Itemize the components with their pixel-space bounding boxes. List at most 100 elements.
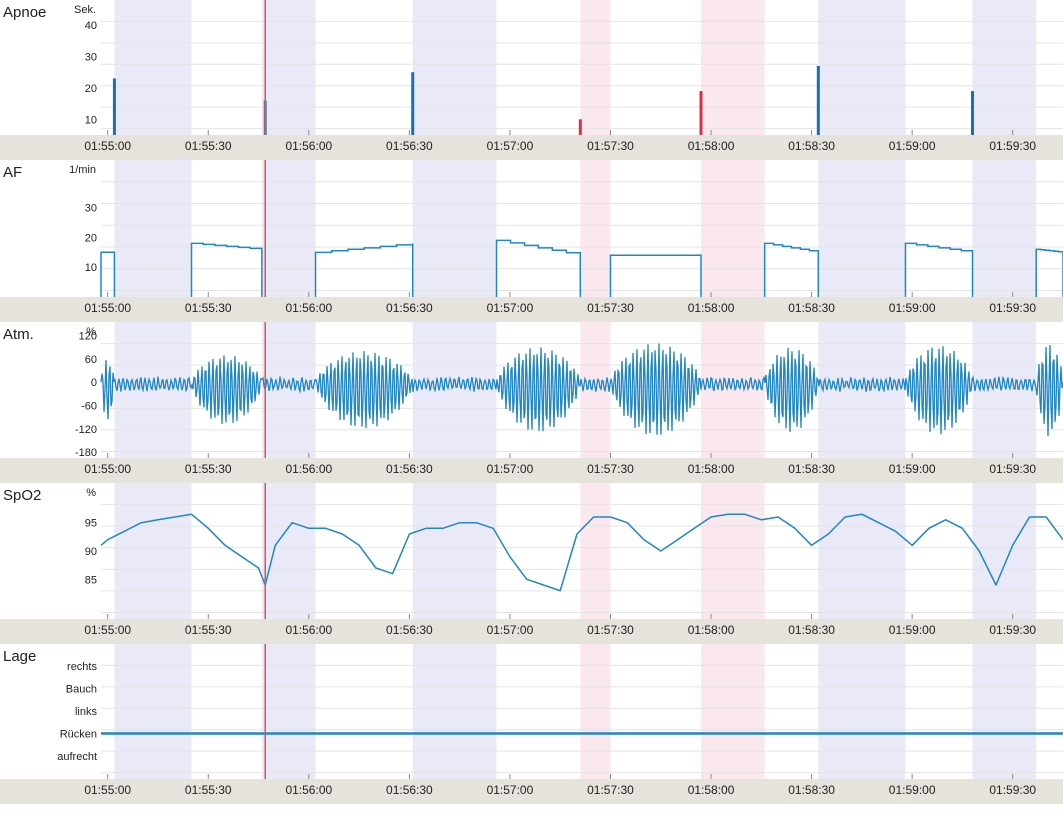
panel-title: Apnoe: [3, 4, 46, 21]
event-band-apnea: [261, 644, 316, 779]
x-tick-label: 01:59:30: [989, 783, 1036, 797]
event-band-apnea: [412, 160, 497, 297]
panel-apnoe: Apnoe Sek. 40 30 20 10 01:55:00 01:55:30 01:56:0…: [0, 0, 1063, 160]
event-band-desat: [580, 483, 611, 619]
y-tick-label: 40: [85, 20, 97, 32]
y-tick-label: 120: [79, 331, 97, 343]
position-label: Rücken: [60, 729, 97, 741]
x-tick-label: 01:57:30: [587, 462, 634, 476]
x-tick-label: 01:55:30: [185, 783, 232, 797]
y-tick-label: 85: [85, 574, 97, 586]
x-tick-label: 01:58:30: [788, 139, 835, 153]
event-band-apnea: [114, 160, 192, 297]
y-tick-label: 10: [85, 262, 97, 274]
apnea-event-bar: [411, 72, 415, 135]
x-tick-label: 01:57:30: [587, 301, 634, 315]
event-band-apnea: [972, 483, 1037, 619]
event-band-desat: [700, 160, 765, 297]
event-band-apnea: [818, 644, 906, 779]
event-band-apnea: [261, 322, 316, 458]
x-tick-label: 01:58:00: [688, 623, 735, 637]
y-tick-label: 20: [85, 83, 97, 95]
event-band-apnea: [818, 483, 906, 619]
x-tick-label: 01:57:30: [587, 139, 634, 153]
x-tick-label: 01:56:30: [386, 139, 433, 153]
y-tick-label: 95: [85, 518, 97, 530]
panel-title: Lage: [3, 648, 36, 665]
y-tick-label: 90: [85, 546, 97, 558]
position-label: aufrecht: [57, 751, 97, 763]
event-band-apnea: [818, 160, 906, 297]
unit-label: %: [86, 326, 96, 338]
event-band-apnea: [114, 644, 192, 779]
x-tick-label: 01:58:30: [788, 301, 835, 315]
event-band-apnea: [972, 322, 1037, 458]
af-segment: [100, 251, 116, 298]
event-band-desat: [700, 644, 765, 779]
x-tick-label: 01:57:30: [587, 623, 634, 637]
af-segment: [609, 254, 702, 298]
event-band-apnea: [972, 0, 1037, 135]
event-band-apnea: [972, 160, 1037, 297]
panel-title: SpO2: [3, 487, 41, 504]
event-band-desat: [700, 322, 765, 458]
x-tick-label: 01:55:30: [185, 139, 232, 153]
x-tick-label: 01:56:30: [386, 783, 433, 797]
x-tick-label: 01:59:00: [889, 139, 936, 153]
x-tick-label: 01:58:30: [788, 783, 835, 797]
x-tick-label: 01:55:30: [185, 301, 232, 315]
x-tick-label: 01:59:00: [889, 301, 936, 315]
event-band-apnea: [412, 0, 497, 135]
af-segment: [904, 242, 974, 298]
event-band-desat: [580, 644, 611, 779]
apnea-event-bar: [699, 91, 703, 135]
panel-title: AF: [3, 164, 22, 181]
x-tick-label: 01:55:30: [185, 623, 232, 637]
x-tick-label: 01:56:00: [285, 783, 332, 797]
x-tick-label: 01:55:00: [84, 301, 131, 315]
x-tick-label: 01:59:00: [889, 462, 936, 476]
event-band-apnea: [818, 322, 906, 458]
event-band-apnea: [412, 644, 497, 779]
respiration-trace: [100, 343, 1063, 437]
x-axis-strip: [0, 458, 1063, 483]
y-tick-label: 20: [85, 232, 97, 244]
panel-atm: Atm. %120 60 0 -60 -120 -180 01:55:00 01:55:30 01…: [0, 322, 1063, 483]
apnea-event-bar: [112, 78, 116, 135]
unit-label: %: [86, 487, 96, 499]
x-tick-label: 01:57:00: [487, 623, 534, 637]
x-tick-label: 01:59:30: [989, 462, 1036, 476]
panel-title: Atm.: [3, 326, 34, 343]
apnea-event-bar: [970, 91, 974, 135]
x-tick-label: 01:59:30: [989, 139, 1036, 153]
event-band-apnea: [412, 483, 497, 619]
event-band-desat: [700, 483, 765, 619]
x-tick-label: 01:57:30: [587, 783, 634, 797]
unit-label: Sek.: [74, 4, 96, 16]
apnea-event-bar: [578, 119, 582, 135]
x-tick-label: 01:57:00: [487, 139, 534, 153]
panel-af: AF 1/min 30 20 10 01:55:00 01:55:30 01:56:00 01:…: [0, 160, 1063, 322]
y-tick-label: 0: [91, 377, 97, 389]
event-band-apnea: [261, 483, 316, 619]
event-band-apnea: [114, 322, 192, 458]
event-band-desat: [580, 0, 611, 135]
x-tick-label: 01:56:30: [386, 301, 433, 315]
event-band-apnea: [818, 0, 906, 135]
event-band-apnea: [114, 483, 192, 619]
x-tick-label: 01:55:00: [84, 462, 131, 476]
y-tick-label: 60: [85, 354, 97, 366]
y-tick-label: 10: [85, 114, 97, 126]
x-tick-label: 01:55:00: [84, 623, 131, 637]
af-segment: [763, 242, 820, 298]
x-tick-label: 01:58:00: [688, 462, 735, 476]
event-band-desat: [700, 0, 765, 135]
x-tick-label: 01:58:00: [688, 139, 735, 153]
unit-label: 1/min: [69, 164, 96, 176]
event-band-apnea: [412, 322, 497, 458]
x-tick-label: 01:58:30: [788, 623, 835, 637]
event-band-apnea: [261, 0, 316, 135]
x-tick-label: 01:56:30: [386, 462, 433, 476]
x-axis-strip: [0, 135, 1063, 160]
x-tick-label: 01:57:00: [487, 301, 534, 315]
